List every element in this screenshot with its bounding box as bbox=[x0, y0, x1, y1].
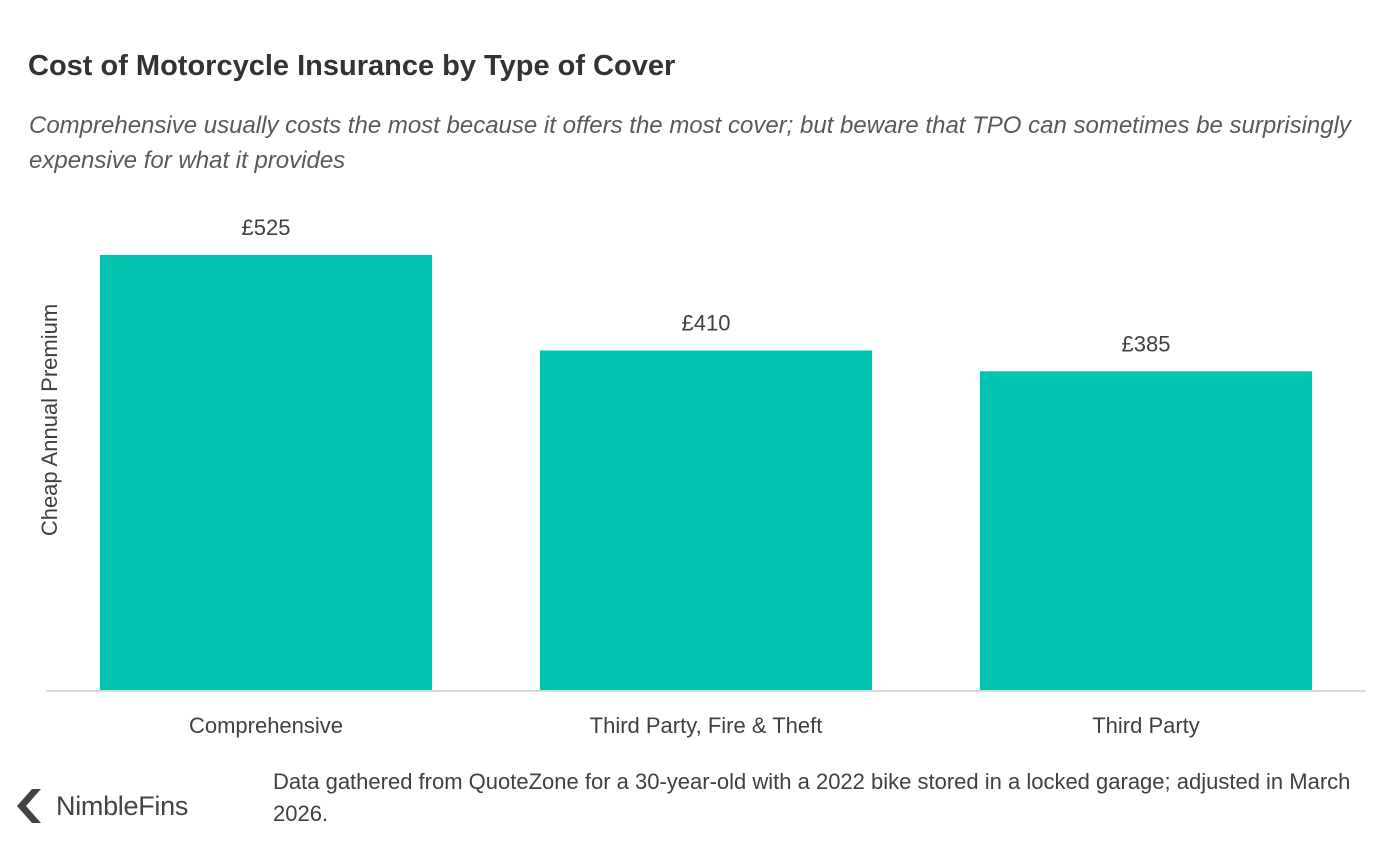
logo-text: NimbleFins bbox=[56, 790, 189, 821]
x-tick-label-2: Third Party bbox=[1092, 713, 1200, 738]
chart-subtitle: Comprehensive usually costs the most bec… bbox=[29, 112, 1351, 174]
chevron-left-icon bbox=[17, 789, 41, 823]
chart-title: Cost of Motorcycle Insurance by Type of … bbox=[28, 50, 676, 82]
bar-0 bbox=[99, 255, 433, 691]
data-label-1: £410 bbox=[682, 311, 731, 336]
x-tick-label-0: Comprehensive bbox=[189, 713, 343, 738]
nimblefins-logo: NimbleFins bbox=[10, 786, 188, 826]
data-label-0: £525 bbox=[242, 215, 291, 240]
bar-2 bbox=[979, 371, 1313, 691]
labels-layer: £525 Comprehensive £410 Third Party, Fire &… bbox=[189, 215, 1200, 738]
x-tick-label-1: Third Party, Fire & Theft bbox=[590, 713, 823, 738]
bar-1 bbox=[539, 350, 873, 691]
data-label-2: £385 bbox=[1122, 331, 1171, 356]
bars-layer bbox=[99, 255, 1313, 691]
source-note: Data gathered from QuoteZone for a 30-ye… bbox=[273, 769, 1351, 826]
y-axis-label: Cheap Annual Premium bbox=[37, 303, 62, 537]
